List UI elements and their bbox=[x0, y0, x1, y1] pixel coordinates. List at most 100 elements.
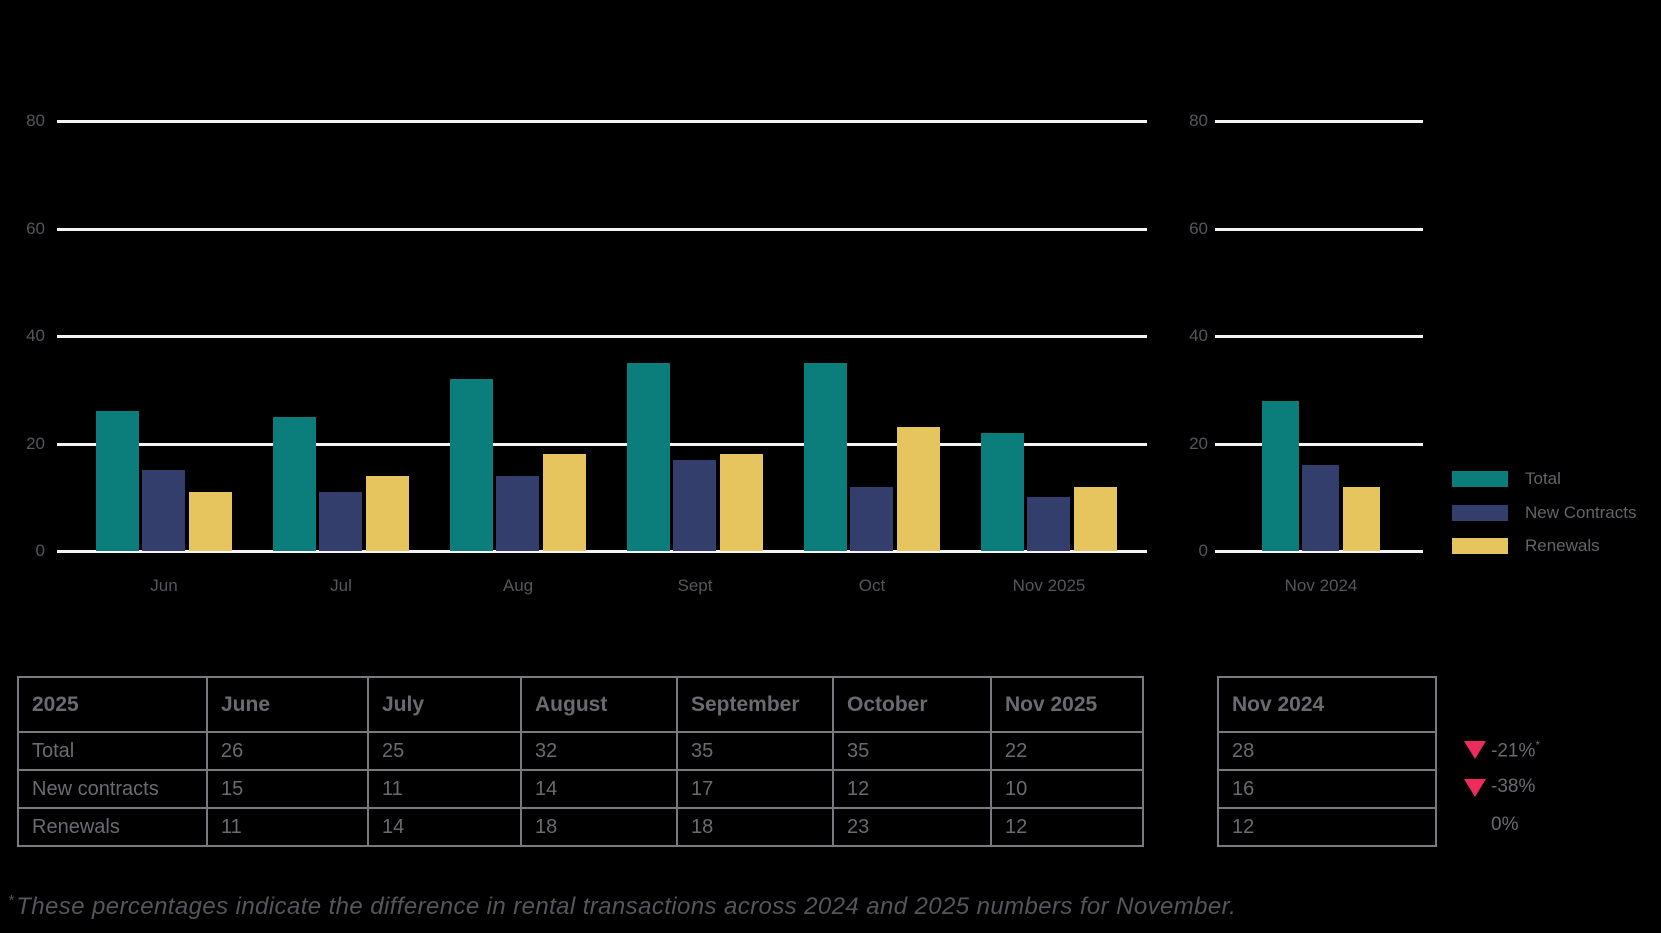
row-label-renewals: Renewals bbox=[17, 807, 208, 847]
x-axis-label-jul: Jul bbox=[330, 576, 352, 595]
side-table-row: 28 bbox=[1217, 731, 1437, 771]
bar-total-sept bbox=[627, 362, 670, 551]
comparison-value-38: -38% bbox=[1491, 776, 1536, 797]
legend-label-total: Total bbox=[1525, 469, 1561, 488]
nov-2024-table: Nov 2024 28 16 12 bbox=[1217, 676, 1437, 847]
decrease-triangle-icon bbox=[1464, 741, 1486, 759]
table-header-august: August bbox=[520, 676, 678, 733]
side-table-row: 16 bbox=[1217, 769, 1437, 809]
table-header-july: July bbox=[367, 676, 522, 733]
x-axis-label-jun: Jun bbox=[150, 576, 178, 595]
legend-swatch-total bbox=[1452, 471, 1508, 487]
gridline-60 bbox=[57, 227, 1147, 231]
row-label-total: Total bbox=[17, 731, 208, 771]
cell-new-contracts-june: 15 bbox=[206, 769, 369, 809]
gridline-40 bbox=[57, 335, 1147, 338]
row-label-new-contracts: New contracts bbox=[17, 769, 208, 809]
gridline-80 bbox=[57, 120, 1147, 123]
bar-new-contracts-jul bbox=[319, 491, 362, 551]
bar-total-nov-2024 bbox=[1262, 400, 1299, 551]
bar-new-contracts-jun bbox=[142, 470, 185, 551]
bar-renewals-nov-2025 bbox=[1074, 486, 1117, 551]
cell-total-july: 25 bbox=[367, 731, 522, 771]
cell-renewals-august: 18 bbox=[520, 807, 678, 847]
table-row-total: Total 26 25 32 35 35 22 bbox=[17, 731, 1144, 771]
side-cell-1: 16 bbox=[1217, 769, 1437, 809]
monthly-data-table: 2025 June July August September October Nov 20… bbox=[17, 676, 1144, 847]
bar-renewals-aug bbox=[543, 454, 586, 551]
cell-total-june: 26 bbox=[206, 731, 369, 771]
y-axis-label-60: 60 bbox=[1189, 218, 1208, 238]
side-cell-0: 28 bbox=[1217, 731, 1437, 771]
table-header-october: October bbox=[832, 676, 992, 733]
cell-new-contracts-september: 17 bbox=[676, 769, 834, 809]
gridline-60 bbox=[1215, 227, 1423, 231]
y-axis-label-20: 20 bbox=[1189, 433, 1208, 453]
gridline-0 bbox=[1215, 550, 1423, 553]
bar-new-contracts-nov-2024 bbox=[1302, 465, 1339, 551]
side-table-row: 12 bbox=[1217, 807, 1437, 847]
legend-swatch-renewals bbox=[1452, 538, 1508, 554]
bar-renewals-sept bbox=[720, 454, 763, 551]
x-axis-label-nov-2024: Nov 2024 bbox=[1284, 576, 1358, 595]
comparison-value-0: 0% bbox=[1491, 814, 1519, 835]
bar-renewals-jul bbox=[366, 475, 409, 551]
bar-renewals-oct bbox=[897, 427, 940, 551]
bar-new-contracts-sept bbox=[673, 459, 716, 551]
y-axis-label-0: 0 bbox=[35, 541, 45, 560]
gridline-0 bbox=[57, 550, 1147, 553]
cell-total-august: 32 bbox=[520, 731, 678, 771]
table-row-renewals: Renewals 11 14 18 18 23 12 bbox=[17, 807, 1144, 847]
bar-total-nov-2025 bbox=[981, 432, 1024, 551]
cell-new-contracts-nov-2025: 10 bbox=[990, 769, 1144, 809]
cell-renewals-october: 23 bbox=[832, 807, 992, 847]
bar-total-aug bbox=[450, 379, 493, 551]
cell-total-october: 35 bbox=[832, 731, 992, 771]
cell-total-nov-2025: 22 bbox=[990, 731, 1144, 771]
cell-renewals-july: 14 bbox=[367, 807, 522, 847]
bar-new-contracts-nov-2025 bbox=[1027, 497, 1070, 551]
x-axis-label-sept: Sept bbox=[677, 576, 713, 595]
gridline-20 bbox=[57, 442, 1147, 446]
bar-renewals-nov-2024 bbox=[1343, 486, 1380, 551]
cell-total-september: 35 bbox=[676, 731, 834, 771]
legend-label-renewals: Renewals bbox=[1525, 536, 1600, 555]
footnote-marker: * bbox=[8, 892, 15, 909]
cell-renewals-nov-2025: 12 bbox=[990, 807, 1144, 847]
y-axis-label-40: 40 bbox=[26, 326, 45, 345]
y-axis-label-40: 40 bbox=[1189, 326, 1208, 345]
gridline-20 bbox=[1215, 442, 1423, 446]
bar-total-jun bbox=[96, 411, 139, 551]
x-axis-label-oct: Oct bbox=[858, 576, 886, 595]
bar-total-jul bbox=[273, 416, 316, 551]
legend-item-renewals: Renewals bbox=[1452, 536, 1600, 556]
side-cell-2: 12 bbox=[1217, 807, 1437, 847]
side-table-header: Nov 2024 bbox=[1217, 676, 1437, 733]
legend-item-new-contracts: New Contracts bbox=[1452, 503, 1636, 523]
cell-new-contracts-august: 14 bbox=[520, 769, 678, 809]
footnote: *These percentages indicate the differen… bbox=[8, 892, 1236, 921]
table-row-new-contracts: New contracts 15 11 14 17 12 10 bbox=[17, 769, 1144, 809]
table-header-june: June bbox=[206, 676, 369, 733]
x-axis-label-aug: Aug bbox=[502, 576, 534, 595]
comparison-footnote-marker: * bbox=[1535, 738, 1541, 752]
bar-total-oct bbox=[804, 362, 847, 551]
cell-renewals-september: 18 bbox=[676, 807, 834, 847]
cell-renewals-june: 11 bbox=[206, 807, 369, 847]
x-axis-label-nov-2025: Nov 2025 bbox=[1012, 576, 1086, 595]
y-axis-label-60: 60 bbox=[26, 218, 45, 238]
legend-item-total: Total bbox=[1452, 469, 1561, 489]
table-header-2025: 2025 bbox=[17, 676, 208, 733]
table-header-nov-2025: Nov 2025 bbox=[990, 676, 1144, 733]
legend-label-new-contracts: New Contracts bbox=[1525, 502, 1637, 522]
bar-renewals-jun bbox=[189, 491, 232, 551]
y-axis-label-0: 0 bbox=[1198, 541, 1208, 560]
bar-new-contracts-oct bbox=[850, 486, 893, 551]
legend-swatch-new-contracts bbox=[1452, 504, 1508, 521]
cell-new-contracts-october: 12 bbox=[832, 769, 992, 809]
gridline-80 bbox=[1215, 120, 1423, 123]
bar-new-contracts-aug bbox=[496, 475, 539, 551]
decrease-triangle-icon bbox=[1464, 779, 1486, 797]
y-axis-label-80: 80 bbox=[26, 111, 45, 130]
